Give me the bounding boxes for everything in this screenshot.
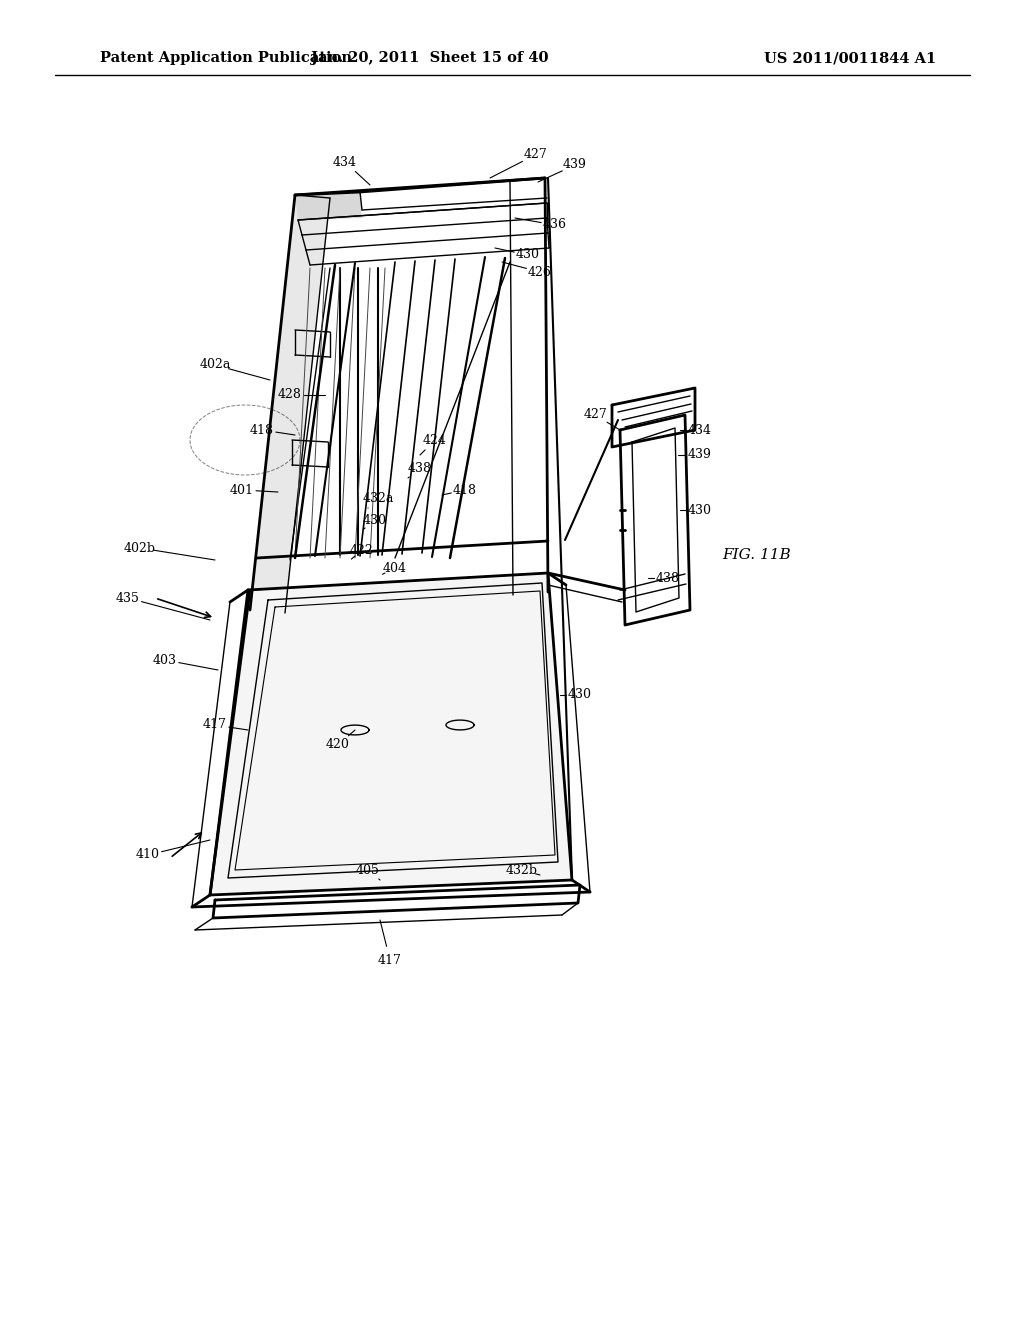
Text: 405: 405 — [356, 863, 380, 876]
Polygon shape — [250, 195, 330, 612]
Text: 438: 438 — [656, 572, 680, 585]
Text: Patent Application Publication: Patent Application Publication — [100, 51, 352, 65]
Text: 430: 430 — [568, 689, 592, 701]
Polygon shape — [295, 191, 362, 220]
Text: 428: 428 — [279, 388, 302, 401]
Text: 403: 403 — [153, 653, 177, 667]
Text: 438: 438 — [408, 462, 432, 474]
Text: 422: 422 — [350, 544, 374, 557]
Text: 430: 430 — [516, 248, 540, 261]
Polygon shape — [210, 573, 572, 895]
Text: 402a: 402a — [200, 359, 230, 371]
Text: 417: 417 — [378, 953, 402, 966]
Text: 424: 424 — [423, 433, 446, 446]
Text: 432a: 432a — [362, 491, 393, 504]
Text: 410: 410 — [136, 849, 160, 862]
Text: 418: 418 — [250, 424, 274, 437]
Text: US 2011/0011844 A1: US 2011/0011844 A1 — [764, 51, 936, 65]
Text: 439: 439 — [688, 449, 712, 462]
Text: 401: 401 — [230, 483, 254, 496]
Text: Jan. 20, 2011  Sheet 15 of 40: Jan. 20, 2011 Sheet 15 of 40 — [311, 51, 549, 65]
Text: FIG. 11B: FIG. 11B — [722, 548, 791, 562]
Text: 418: 418 — [453, 483, 477, 496]
Text: 434: 434 — [333, 156, 357, 169]
Text: 434: 434 — [688, 424, 712, 437]
Text: 432b: 432b — [506, 863, 538, 876]
Text: 402b: 402b — [124, 541, 156, 554]
Text: 427: 427 — [583, 408, 607, 421]
Text: 436: 436 — [543, 219, 567, 231]
Text: 404: 404 — [383, 561, 407, 574]
Text: 417: 417 — [203, 718, 227, 731]
Text: 435: 435 — [116, 591, 140, 605]
Text: 427: 427 — [523, 149, 547, 161]
Text: 439: 439 — [563, 158, 587, 172]
Text: 430: 430 — [362, 513, 387, 527]
Text: 420: 420 — [326, 738, 350, 751]
Text: 430: 430 — [688, 503, 712, 516]
Text: 426: 426 — [528, 265, 552, 279]
